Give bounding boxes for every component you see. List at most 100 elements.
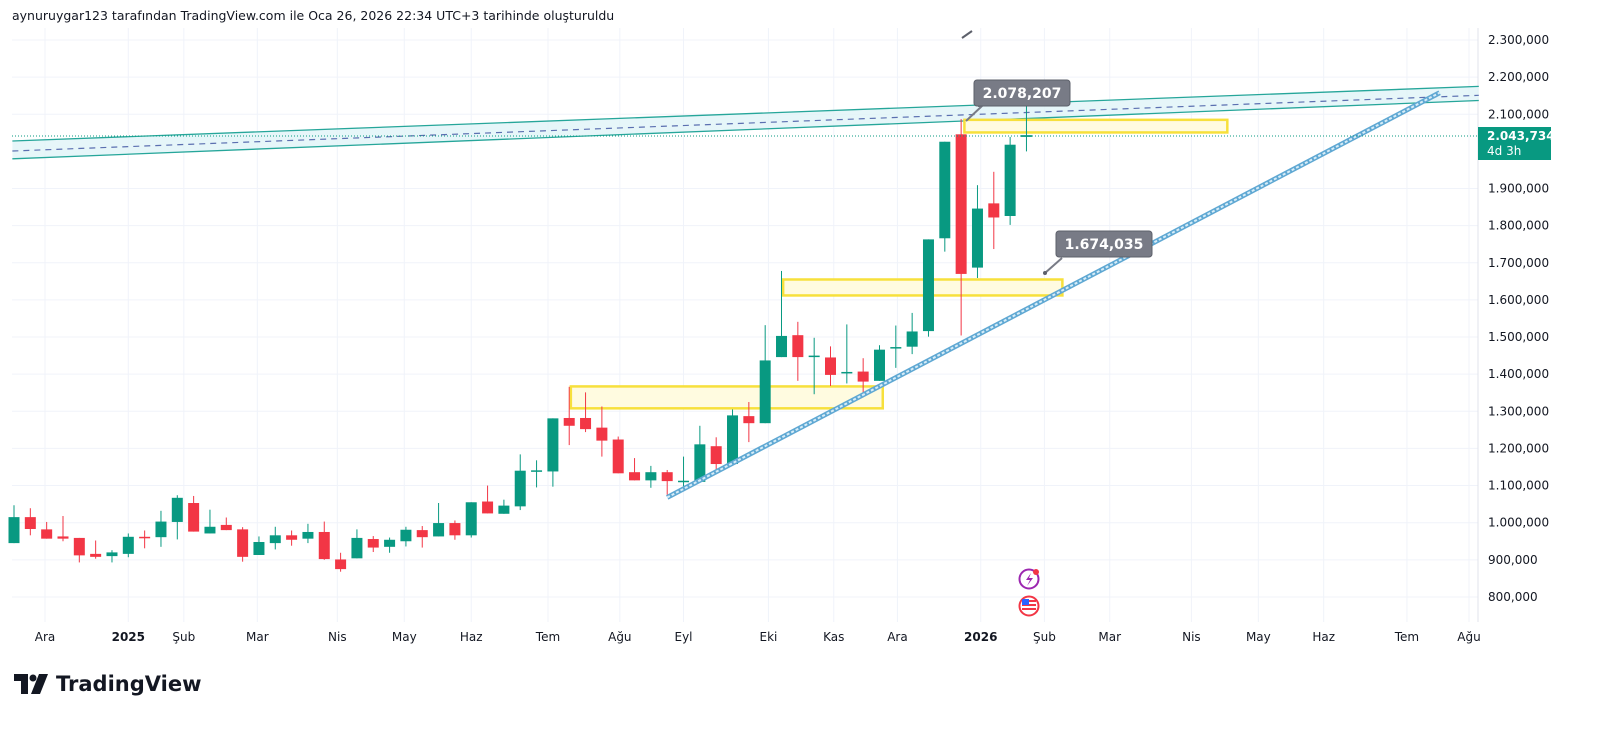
candle-body (188, 503, 200, 532)
time-tick-label: Eyl (675, 630, 693, 644)
time-tick-label: May (392, 630, 417, 644)
candle-body (318, 531, 330, 560)
support-zone (963, 118, 1229, 134)
candle-body (122, 536, 134, 554)
candle-body (204, 526, 216, 534)
price-tick-label: 1.700,000 (1488, 256, 1549, 270)
candle-body (155, 521, 167, 538)
candle-body (465, 502, 477, 536)
candle-body (335, 559, 347, 570)
candle-body (269, 535, 281, 544)
callout-low-label: 1.674,035 (1065, 237, 1144, 253)
candle-body (220, 524, 232, 531)
candle-body (8, 517, 20, 544)
time-tick-label: 2025 (112, 630, 145, 644)
price-tick-label: 1.900,000 (1488, 182, 1549, 196)
candle-body (792, 335, 804, 358)
event-lightning[interactable] (1018, 568, 1040, 590)
candle-body (547, 418, 559, 472)
time-tick-label: Ara (35, 630, 56, 644)
time-tick-label: Ağu (608, 630, 631, 644)
candle-body (351, 537, 363, 559)
candle-body (710, 446, 722, 465)
event-us-flag[interactable] (1018, 595, 1040, 617)
tradingview-logo-icon (14, 674, 48, 694)
candle-body (971, 208, 983, 268)
uptrend-line-inner (666, 91, 1441, 499)
price-tick-label: 1.600,000 (1488, 293, 1549, 307)
candle-body (857, 371, 869, 382)
candle-body (449, 523, 461, 536)
candle-body (302, 531, 314, 539)
candle-body (727, 415, 739, 465)
price-tick-label: 1.000,000 (1488, 516, 1549, 530)
price-tick-label: 1.100,000 (1488, 479, 1549, 493)
candle-body (41, 529, 53, 539)
candle-body (906, 331, 918, 347)
price-tick-label: 800,000 (1488, 590, 1538, 604)
time-tick-label: Kas (823, 630, 844, 644)
time-tick-label: Nis (1182, 630, 1201, 644)
candle-body (596, 427, 608, 441)
price-tick-label: 1.400,000 (1488, 367, 1549, 381)
time-tick-label: Mar (1098, 630, 1121, 644)
time-tick-label: Eki (760, 630, 778, 644)
candle-body (139, 536, 151, 539)
time-tick-label: Ara (887, 630, 908, 644)
candle-body (400, 529, 412, 542)
time-tick-label: Haz (1312, 630, 1335, 644)
candle-body (939, 141, 951, 239)
candle-body (531, 470, 543, 472)
candle-body (253, 541, 265, 555)
candle-body (759, 360, 771, 424)
candle-body (514, 470, 526, 507)
candle-body (482, 501, 494, 514)
time-axis[interactable]: Ara 2025 Şub Mar Nis May Haz Tem Ağu Eyl Eki Kas Ara… (35, 630, 1481, 644)
time-tick-label: Ağu (1457, 630, 1480, 644)
pen-stroke (961, 30, 973, 39)
channel-bottom-line (12, 99, 1479, 160)
candle-body (367, 539, 379, 548)
candle-body (498, 505, 510, 514)
candle-body (384, 539, 396, 547)
candle-body (825, 357, 836, 375)
channel-fill (12, 86, 1479, 159)
price-tick-label: 1.800,000 (1488, 219, 1549, 233)
candle-body (955, 134, 967, 274)
candle-body (580, 417, 592, 430)
drawings-front (666, 90, 1441, 500)
candle-body (73, 537, 85, 556)
price-tick-label: 1.300,000 (1488, 404, 1549, 418)
chart-caption: aynuruygar123 tarafından TradingView.com… (12, 8, 615, 23)
candle-body (286, 535, 298, 540)
time-tick-label: Mar (246, 630, 269, 644)
price-tick-label: 900,000 (1488, 553, 1538, 567)
candle-body (90, 553, 102, 557)
candle-body (661, 472, 673, 482)
candle-body (678, 480, 690, 483)
candle-body (563, 417, 575, 426)
price-tick-label: 1.500,000 (1488, 330, 1549, 344)
price-axis[interactable]: 2.300,000 2.200,000 2.100,000 1.900,000 1.80… (1488, 33, 1549, 604)
time-tick-label: Tem (1394, 630, 1419, 644)
candle-body (237, 529, 249, 557)
channel-top-line (12, 85, 1479, 142)
last-price-value: 2.043,734 (1487, 129, 1555, 143)
support-zone (569, 385, 885, 410)
time-tick-label: Şub (1033, 630, 1056, 644)
candle-body (612, 439, 624, 474)
tradingview-logo[interactable]: TradingView (14, 672, 201, 696)
candle-body (808, 355, 820, 358)
candle-body (694, 444, 706, 482)
candle-body (171, 497, 183, 522)
callout-low[interactable]: 1.674,035 (1043, 230, 1153, 275)
time-tick-label: Nis (328, 630, 347, 644)
candle-body (24, 517, 36, 530)
price-tick-label: 1.200,000 (1488, 441, 1549, 455)
candle-body (57, 536, 69, 539)
callout-high[interactable]: 2.078,207 (965, 79, 1071, 122)
drawings (12, 85, 1479, 410)
candle-body (645, 472, 657, 481)
time-tick-label: Şub (172, 630, 195, 644)
